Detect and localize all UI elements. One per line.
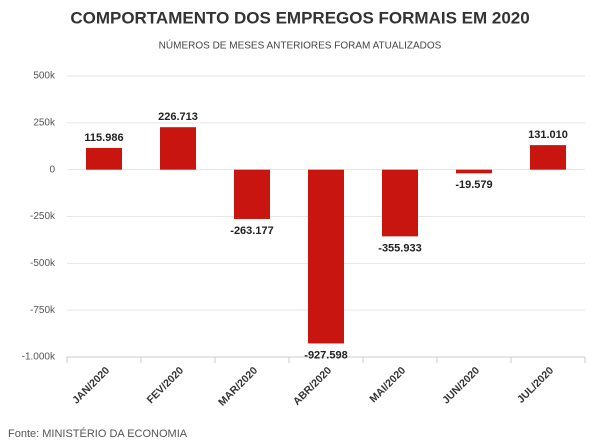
bar	[530, 145, 566, 170]
bar	[382, 169, 418, 237]
x-tick-label: JUL/2020	[515, 364, 556, 405]
x-tick-label: FEV/2020	[145, 364, 187, 406]
y-tick-label: 500k	[33, 71, 56, 82]
y-tick-label: -1.000k	[22, 352, 56, 363]
x-tick-label: ABR/2020	[291, 364, 334, 407]
x-tick-label: JAN/2020	[70, 364, 112, 406]
value-label: -927.598	[304, 349, 347, 361]
chart-subtitle: NÚMEROS DE MESES ANTERIORES FORAM ATUALI…	[159, 39, 442, 52]
y-tick-label: 250k	[33, 117, 56, 128]
value-label: -19.579	[455, 179, 492, 191]
x-tick-label: MAR/2020	[216, 365, 260, 409]
value-label: 115.986	[84, 132, 123, 144]
bar	[160, 127, 196, 170]
value-label: -263.177	[230, 225, 273, 237]
y-tick-label: -500k	[30, 258, 56, 269]
value-label: 131.010	[528, 129, 568, 141]
bar	[86, 147, 122, 170]
y-tick-label: 0	[49, 164, 55, 175]
bar	[234, 169, 270, 219]
bar	[308, 169, 344, 344]
y-tick-label: -250k	[30, 211, 56, 222]
value-label: 226.713	[158, 111, 198, 123]
x-tick-label: MAI/2020	[367, 364, 408, 405]
bar	[456, 169, 492, 174]
x-tick-label: JUN/2020	[440, 364, 482, 406]
source: Fonte: MINISTÉRIO DA ECONOMIA	[8, 427, 188, 440]
y-tick-label: -750k	[30, 305, 56, 316]
chart-title: COMPORTAMENTO DOS EMPREGOS FORMAIS EM 20…	[70, 8, 529, 27]
value-label: -355.933	[378, 242, 421, 254]
